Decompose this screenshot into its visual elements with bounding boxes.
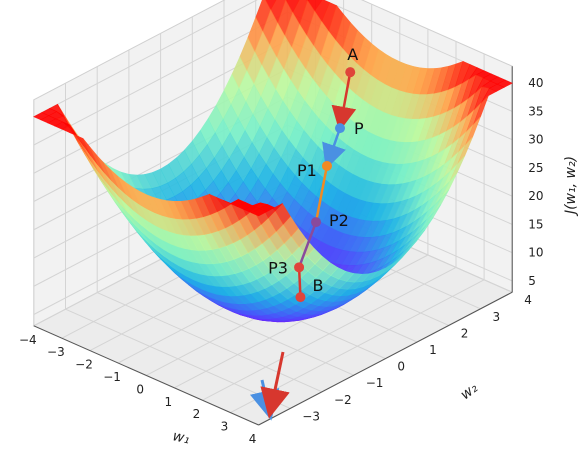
y-tick-label: 4 [524,293,532,307]
z-tick-label: 10 [528,246,543,260]
z-tick-label: 30 [528,133,543,147]
y-tick-label: 1 [429,343,437,357]
y-tick-label: 0 [397,360,405,374]
x-tick-label: −3 [47,345,65,359]
x-axis-label: w₁ [171,428,191,447]
x-tick-label: 4 [249,432,257,446]
x-tick-label: −4 [19,333,37,347]
y-tick-label: −2 [334,393,352,407]
point-p1 [322,161,332,171]
point-a [345,67,355,77]
x-tick-label: 0 [136,382,144,396]
point-b [295,292,305,302]
x-tick-label: −1 [103,370,121,384]
y-tick-label: −1 [366,376,384,390]
point-label-p2: P2 [329,211,349,230]
z-tick-label: 25 [528,161,543,175]
x-tick-label: 2 [193,407,201,421]
y-axis-label: w₂ [458,380,482,403]
point-label-b: B [312,276,323,295]
point-p3 [294,262,304,272]
z-tick-label: 15 [528,217,543,231]
x-tick-label: −2 [75,358,93,372]
point-p [335,123,345,133]
y-tick-label: −3 [302,409,320,423]
point-label-p: P [354,119,364,138]
z-tick-label: 5 [528,274,536,288]
point-p2 [311,217,321,227]
point-label-a: A [347,45,358,64]
x-tick-label: 1 [164,395,172,409]
z-tick-label: 20 [528,189,543,203]
y-tick-label: 2 [461,326,469,340]
z-axis-label: J(w₁, w₂) [563,156,579,217]
y-tick-label: 3 [493,310,501,324]
point-label-p3: P3 [268,258,288,277]
z-tick-label: 40 [528,76,543,90]
point-label-p1: P1 [297,161,317,180]
z-tick-label: 35 [528,104,543,118]
x-tick-label: 3 [221,420,229,434]
